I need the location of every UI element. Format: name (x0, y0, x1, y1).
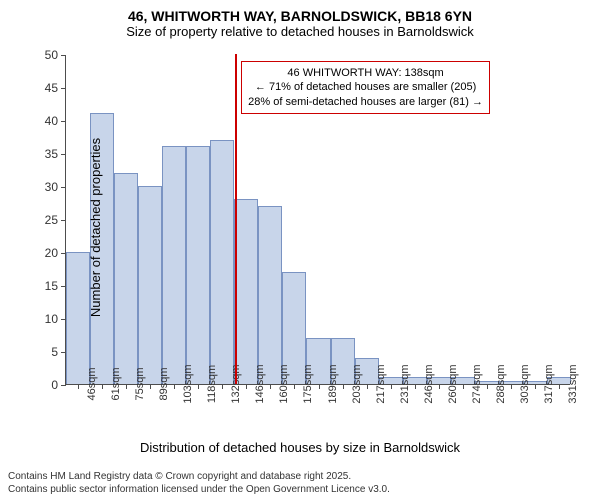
title-area: 46, WHITWORTH WAY, BARNOLDSWICK, BB18 6Y… (0, 0, 600, 39)
x-axis-label: Distribution of detached houses by size … (0, 440, 600, 455)
x-tick-label: 189sqm (319, 364, 339, 403)
x-tick-label: 231sqm (391, 364, 411, 403)
y-tick-label: 15 (45, 279, 66, 293)
x-tick-label: 132sqm (222, 364, 242, 403)
x-tick-label: 317sqm (535, 364, 555, 403)
y-tick-label: 5 (51, 345, 66, 359)
x-tick-label: 118sqm (198, 365, 218, 403)
y-axis-label: Number of detached properties (88, 138, 103, 317)
footer-line-2: Contains public sector information licen… (8, 483, 390, 496)
bar (186, 146, 210, 384)
x-tick-label: 61sqm (102, 367, 122, 400)
x-tick-label: 103sqm (174, 364, 194, 403)
footer-text: Contains HM Land Registry data © Crown c… (8, 470, 390, 496)
footer-line-1: Contains HM Land Registry data © Crown c… (8, 470, 390, 483)
bar (138, 186, 162, 384)
x-tick-label: 175sqm (294, 364, 314, 403)
y-tick-label: 30 (45, 180, 66, 194)
x-tick-label: 303sqm (511, 364, 531, 403)
bar (234, 199, 258, 384)
bar (162, 146, 186, 384)
annotation-line-1: 46 WHITWORTH WAY: 138sqm (248, 66, 483, 80)
plot-area: 05101520253035404550 46sqm61sqm75sqm89sq… (65, 55, 570, 385)
y-tick-label: 35 (45, 147, 66, 161)
x-tick-label: 46sqm (78, 367, 98, 400)
x-tick-label: 260sqm (439, 364, 459, 403)
annotation-line-3: 28% of semi-detached houses are larger (… (248, 95, 483, 109)
x-tick-label: 203sqm (343, 364, 363, 403)
bar (258, 206, 282, 384)
bar (114, 173, 138, 384)
x-tick-label: 331sqm (559, 364, 579, 403)
bar (210, 140, 234, 384)
chart-subtitle: Size of property relative to detached ho… (0, 24, 600, 39)
y-tick-label: 10 (45, 312, 66, 326)
y-tick-label: 20 (45, 246, 66, 260)
x-tick-label: 160sqm (270, 364, 290, 403)
y-tick-label: 45 (45, 81, 66, 95)
y-tick-label: 0 (51, 378, 66, 392)
y-tick-label: 25 (45, 213, 66, 227)
x-tick-label: 274sqm (463, 364, 483, 403)
x-tick-label: 217sqm (367, 364, 387, 403)
marker-line (235, 54, 237, 384)
x-tick-label: 89sqm (150, 367, 170, 400)
x-tick-label: 246sqm (415, 364, 435, 403)
annotation-box: 46 WHITWORTH WAY: 138sqm ← 71% of detach… (241, 61, 490, 114)
x-tick-label: 146sqm (246, 364, 266, 403)
y-tick-label: 40 (45, 114, 66, 128)
chart-title: 46, WHITWORTH WAY, BARNOLDSWICK, BB18 6Y… (0, 8, 600, 24)
x-tick-label: 75sqm (126, 367, 146, 400)
annotation-line-2: ← 71% of detached houses are smaller (20… (248, 80, 483, 94)
x-tick-label: 288sqm (487, 364, 507, 403)
y-tick-label: 50 (45, 48, 66, 62)
bar (66, 252, 90, 384)
